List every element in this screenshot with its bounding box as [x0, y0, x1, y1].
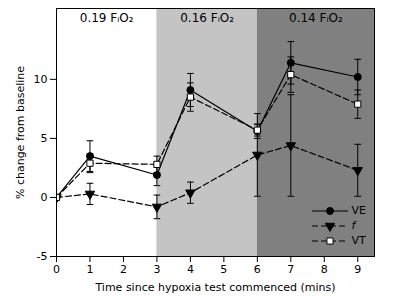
svg-text:3: 3	[153, 263, 160, 276]
svg-text:4: 4	[187, 263, 194, 276]
svg-text:9: 9	[354, 263, 361, 276]
svg-text:5: 5	[220, 263, 227, 276]
svg-text:6: 6	[254, 263, 261, 276]
svg-text:0.14 FᵢO₂: 0.14 FᵢO₂	[289, 11, 343, 25]
svg-text:2: 2	[120, 263, 127, 276]
html-text:f: f	[351, 219, 356, 232]
svg-text:0: 0	[53, 263, 60, 276]
svg-text:8: 8	[321, 263, 328, 276]
svg-text:-5: -5	[37, 250, 48, 263]
svg-text:0.19 FᵢO₂: 0.19 FᵢO₂	[80, 11, 134, 25]
svg-text:7: 7	[287, 263, 294, 276]
svg-text:1: 1	[86, 263, 93, 276]
svg-text:0: 0	[41, 191, 48, 204]
svg-text:5: 5	[41, 132, 48, 145]
svg-text:10: 10	[34, 73, 48, 86]
svg-text:% change from baseline: % change from baseline	[14, 66, 27, 199]
html-text:VE: VE	[351, 204, 366, 217]
html-text:VT: VT	[351, 234, 366, 247]
svg-text:0.16 FᵢO₂: 0.16 FᵢO₂	[180, 11, 234, 25]
svg-text:Time since hypoxia test commen: Time since hypoxia test commenced (mins)	[94, 281, 335, 294]
